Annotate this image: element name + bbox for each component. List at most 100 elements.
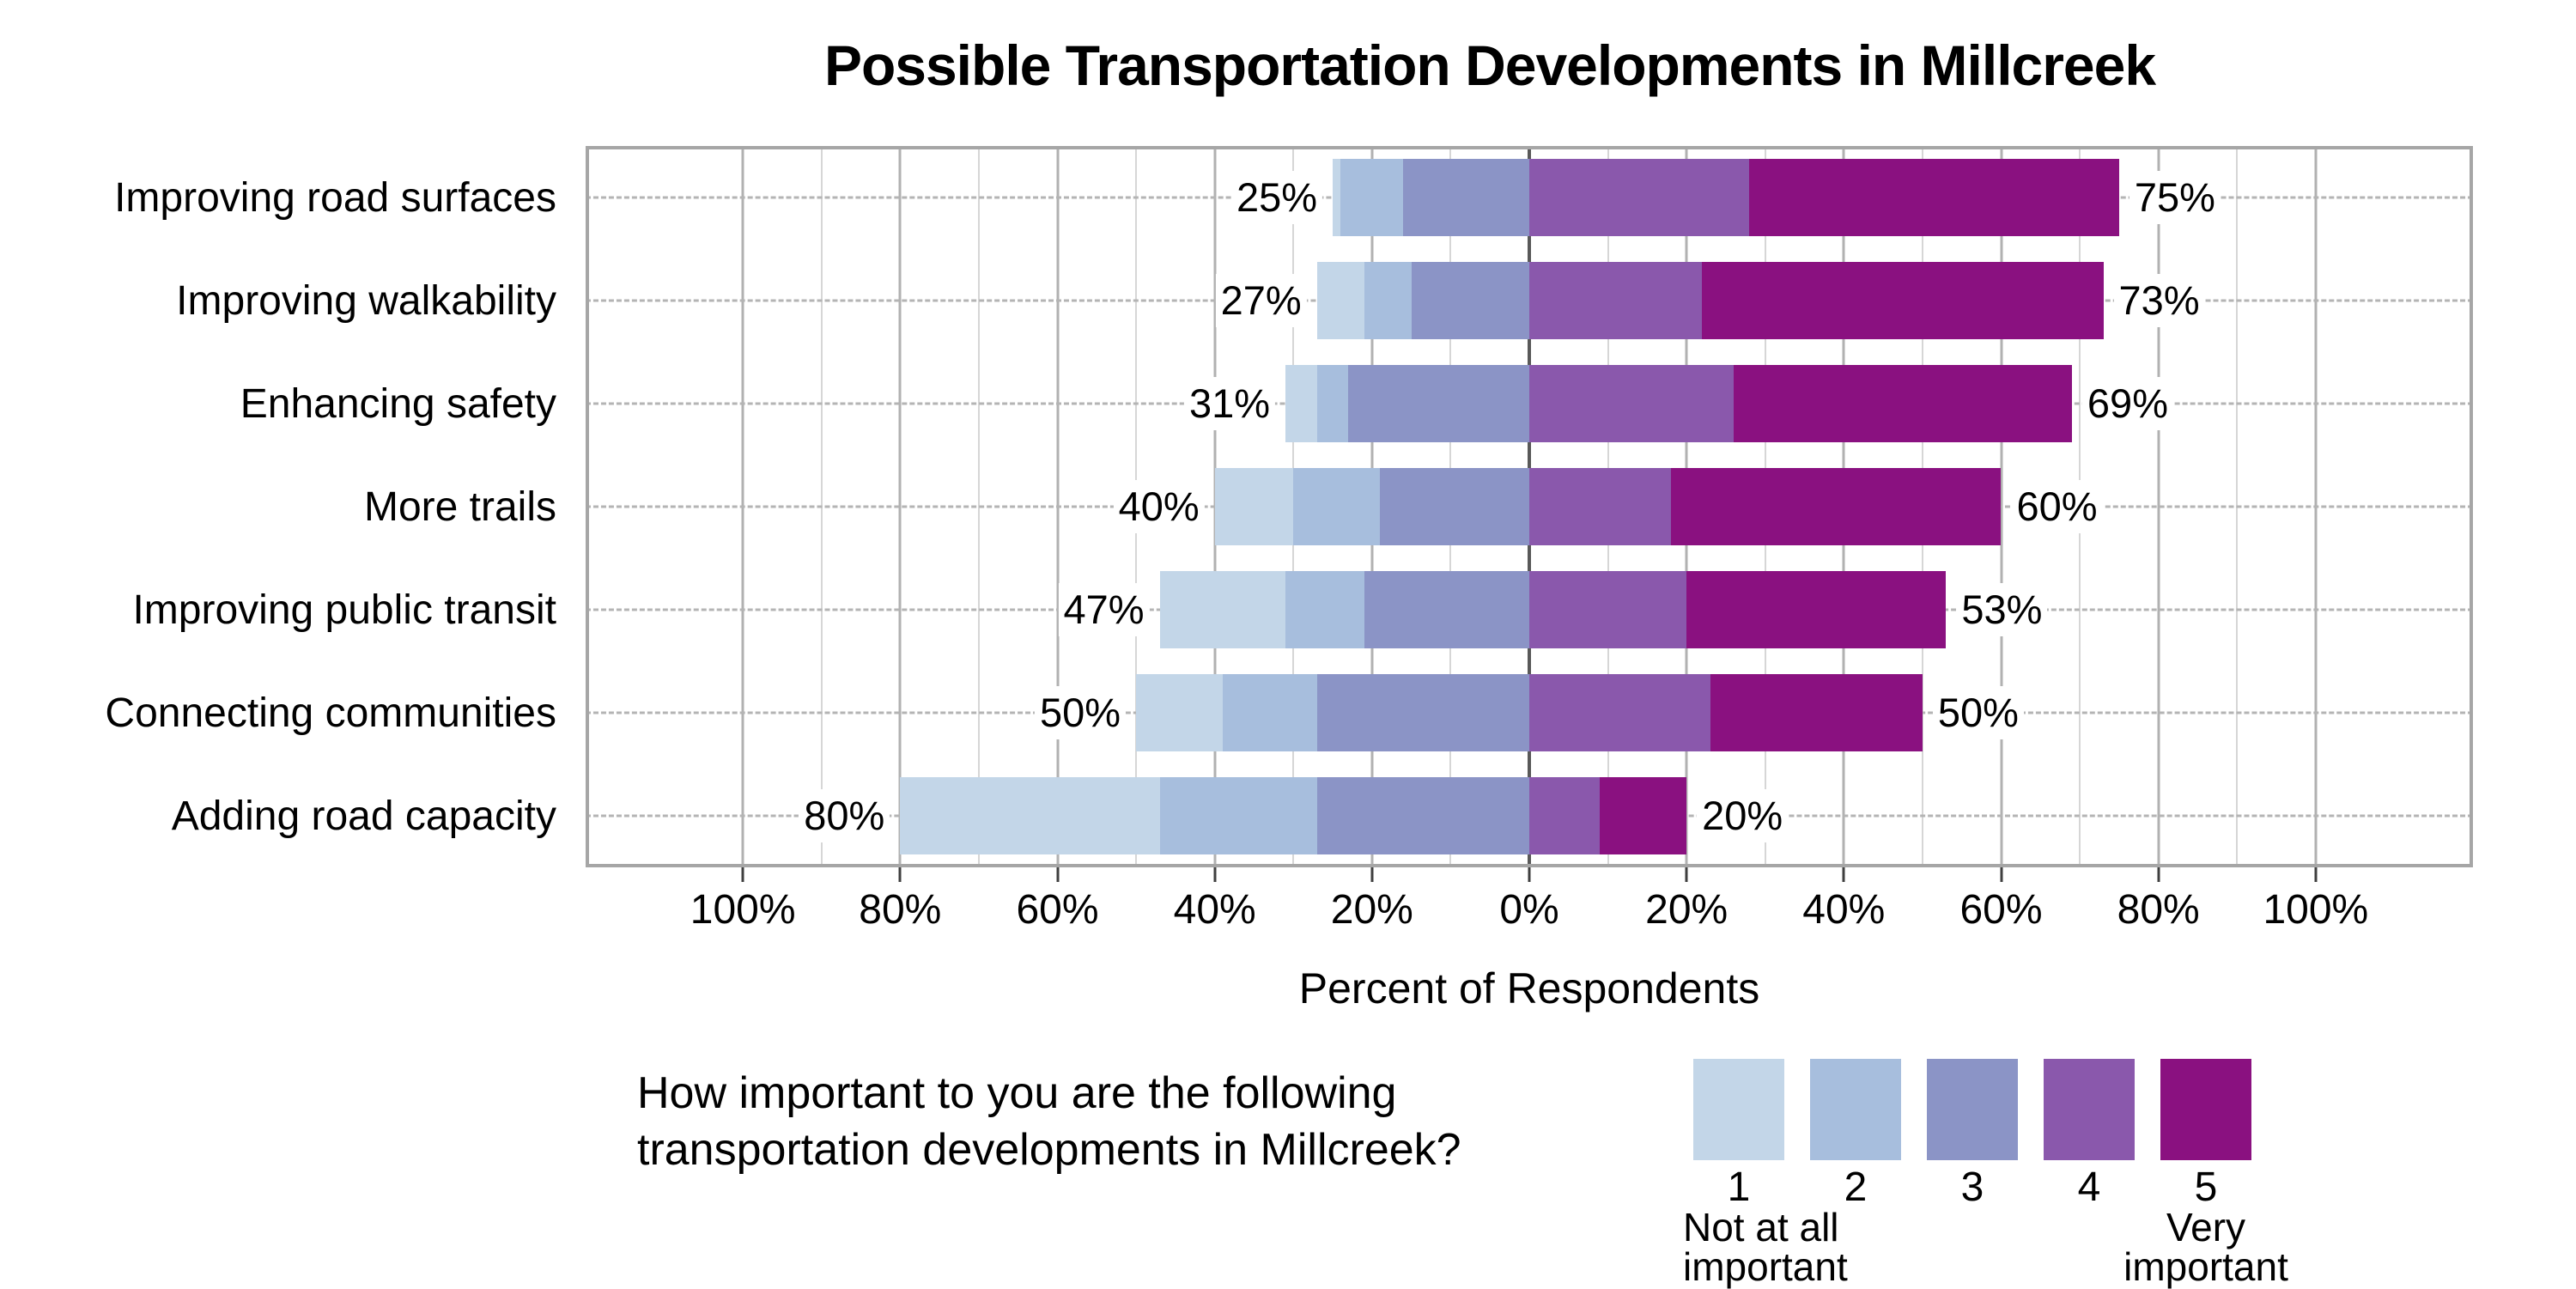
x-tick-label--60pct: 60% xyxy=(1016,887,1099,933)
bar-right-total-label: 75% xyxy=(2129,171,2221,224)
chart-title: Possible Transportation Developments in … xyxy=(823,33,2156,97)
bar-segment-rating-3 xyxy=(1403,158,1529,236)
category-label: Improving road surfaces xyxy=(114,174,556,221)
bar-segment-rating-4 xyxy=(1529,262,1703,339)
bar-segment-rating-3 xyxy=(1348,365,1529,442)
legend-value-3: 3 xyxy=(1960,1164,1984,1210)
x-tick-label-80pct: 80% xyxy=(2117,887,2200,933)
bar-segment-rating-2 xyxy=(1159,777,1317,854)
bar-segment-rating-1 xyxy=(1159,571,1286,648)
category-label: Improving public transit xyxy=(132,587,556,633)
bar-segment-rating-3 xyxy=(1316,674,1529,751)
bar-segment-rating-5 xyxy=(1710,674,1923,751)
bar-right-total-label: 50% xyxy=(1932,686,2024,739)
x-tick-40pct xyxy=(1842,867,1845,882)
legend-value-1: 1 xyxy=(1727,1164,1751,1210)
x-tick-label-20pct: 20% xyxy=(1645,887,1728,933)
bar-segment-rating-1 xyxy=(1285,365,1317,442)
x-tick--60pct xyxy=(1056,867,1059,882)
x-tick-label--20pct: 20% xyxy=(1330,887,1413,933)
x-tick--20pct xyxy=(1370,867,1374,882)
bar-left-total-label: 80% xyxy=(799,789,890,842)
legend-max-label: Very important xyxy=(2077,1207,2335,1286)
x-tick-label-0pct: 0% xyxy=(1499,887,1559,933)
x-tick-label-100pct: 100% xyxy=(2263,887,2369,933)
bar-segment-rating-5 xyxy=(1734,365,2072,442)
x-tick-20pct xyxy=(1685,867,1688,882)
bar-segment-rating-2 xyxy=(1293,468,1380,545)
category-label: Adding road capacity xyxy=(171,793,556,839)
legend-min-label: Not at all important xyxy=(1683,1207,1848,1286)
bar-segment-rating-4 xyxy=(1529,777,1601,854)
survey-question-line2: transportation developments in Millcreek… xyxy=(637,1125,1461,1175)
bar-right-total-label: 60% xyxy=(2011,480,2103,533)
bar-left-total-label: 31% xyxy=(1184,377,1276,430)
bar-segment-rating-3 xyxy=(1411,262,1529,339)
x-tick-60pct xyxy=(2000,867,2002,882)
x-axis-title: Percent of Respondents xyxy=(1298,964,1760,1012)
x-tick--40pct xyxy=(1213,867,1217,882)
bar-segment-rating-1 xyxy=(1214,468,1294,545)
bar-left-total-label: 50% xyxy=(1035,686,1127,739)
bar-segment-rating-2 xyxy=(1285,571,1364,648)
bar-segment-rating-2 xyxy=(1364,262,1412,339)
legend-value-5: 5 xyxy=(2194,1164,2218,1210)
plot-area: 25% 75% 27% 73% 31% 69% 40% 60% 47% 53% 50% 50% 80% 2… xyxy=(586,146,2473,867)
bar-right-total-label: 73% xyxy=(2113,274,2205,327)
legend-swatch-row xyxy=(1693,1059,2251,1160)
bar-segment-rating-1 xyxy=(1316,262,1364,339)
bar-segment-rating-4 xyxy=(1529,365,1735,442)
bar-segment-rating-1 xyxy=(1136,674,1223,751)
x-tick-label-40pct: 40% xyxy=(1802,887,1886,933)
x-tick-100pct xyxy=(2314,867,2318,882)
bar-right-total-label: 53% xyxy=(1956,583,2048,636)
bar-segment-rating-5 xyxy=(1702,262,2104,339)
bar-segment-rating-4 xyxy=(1529,468,1671,545)
bar-left-total-label: 47% xyxy=(1058,583,1150,636)
category-label: Improving walkability xyxy=(176,277,556,324)
survey-question: How important to you are the following t… xyxy=(637,1065,1461,1178)
bar-segment-rating-3 xyxy=(1316,777,1529,854)
category-labels-column: Improving road surfaces Improving walkabi… xyxy=(0,146,562,867)
x-axis-tick-marks xyxy=(586,867,2473,885)
x-tick--100pct xyxy=(741,867,744,882)
x-axis-tick-labels: 100% 80% 60% 40% 20% 0% 20% 40% 60% 80% 100% xyxy=(586,886,2473,934)
survey-question-line1: How important to you are the following xyxy=(637,1068,1397,1118)
legend-swatch-3 xyxy=(1927,1059,2018,1160)
bar-left-total-label: 27% xyxy=(1215,274,1307,327)
x-tick-label-60pct: 60% xyxy=(1959,887,2043,933)
legend-swatch-1 xyxy=(1693,1059,1784,1160)
bar-segment-rating-5 xyxy=(1670,468,2002,545)
category-label: Connecting communities xyxy=(105,690,556,736)
bar-segment-rating-2 xyxy=(1340,158,1404,236)
legend-swatch-5 xyxy=(2160,1059,2251,1160)
bar-segment-rating-2 xyxy=(1316,365,1349,442)
bar-right-total-label: 69% xyxy=(2081,377,2173,430)
legend-swatch-4 xyxy=(2044,1059,2135,1160)
bar-segment-rating-5 xyxy=(1686,571,1947,648)
x-tick-0pct xyxy=(1528,867,1531,882)
legend-max-label-line2: important xyxy=(2123,1244,2288,1289)
bar-segment-rating-2 xyxy=(1222,674,1317,751)
x-tick-label--100pct: 100% xyxy=(690,887,796,933)
bar-segment-rating-3 xyxy=(1364,571,1529,648)
bar-right-total-label: 20% xyxy=(1697,789,1789,842)
bar-segment-rating-5 xyxy=(1749,158,2119,236)
category-label: More trails xyxy=(363,483,556,530)
bar-left-total-label: 25% xyxy=(1230,171,1323,224)
legend-min-label-line1: Not at all xyxy=(1683,1205,1839,1249)
bar-segment-rating-3 xyxy=(1379,468,1529,545)
x-tick-80pct xyxy=(2157,867,2160,882)
x-tick-label--40pct: 40% xyxy=(1173,887,1256,933)
category-label: Enhancing safety xyxy=(240,380,556,427)
legend-value-row: 1 2 3 4 5 xyxy=(1693,1164,2251,1211)
bar-segment-rating-1 xyxy=(1333,158,1341,236)
bar-segment-rating-4 xyxy=(1529,158,1750,236)
bar-segment-rating-4 xyxy=(1529,571,1687,648)
x-tick--80pct xyxy=(898,867,902,882)
bar-segment-rating-4 xyxy=(1529,674,1710,751)
bar-segment-rating-1 xyxy=(900,777,1160,854)
x-tick-label--80pct: 80% xyxy=(859,887,942,933)
legend-max-label-line1: Very xyxy=(2166,1205,2246,1249)
bar-left-total-label: 40% xyxy=(1113,480,1205,533)
